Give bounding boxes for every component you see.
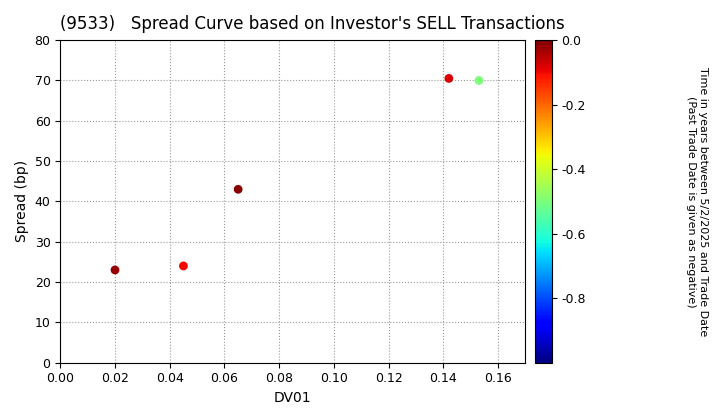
Point <box>109 267 121 273</box>
Text: (9533)   Spread Curve based on Investor's SELL Transactions: (9533) Spread Curve based on Investor's … <box>60 15 565 33</box>
Y-axis label: Time in years between 5/2/2025 and Trade Date
(Past Trade Date is given as negat: Time in years between 5/2/2025 and Trade… <box>686 67 708 336</box>
X-axis label: DV01: DV01 <box>274 391 312 405</box>
Point <box>443 75 454 82</box>
Point <box>178 262 189 269</box>
Y-axis label: Spread (bp): Spread (bp) <box>15 160 29 242</box>
Point <box>233 186 244 193</box>
Point <box>473 77 485 84</box>
